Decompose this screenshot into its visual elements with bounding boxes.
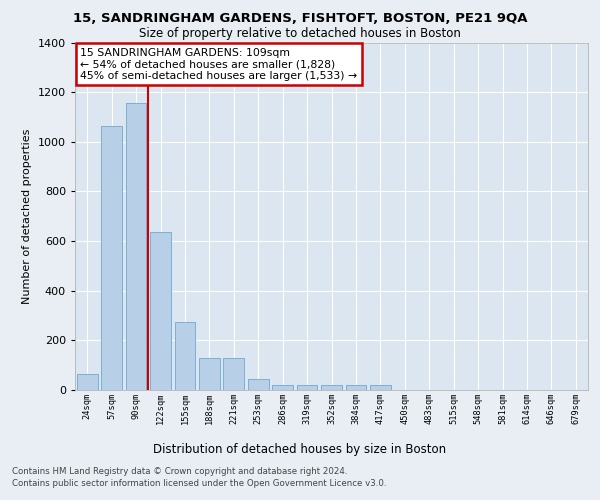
Bar: [223, 358, 244, 390]
Bar: [175, 322, 196, 390]
Bar: [370, 385, 391, 390]
Bar: [101, 126, 122, 390]
Y-axis label: Number of detached properties: Number of detached properties: [22, 128, 32, 304]
Text: Distribution of detached houses by size in Boston: Distribution of detached houses by size …: [154, 442, 446, 456]
Bar: [77, 374, 98, 390]
Bar: [296, 385, 317, 390]
Text: Contains public sector information licensed under the Open Government Licence v3: Contains public sector information licen…: [12, 479, 386, 488]
Text: Contains HM Land Registry data © Crown copyright and database right 2024.: Contains HM Land Registry data © Crown c…: [12, 468, 347, 476]
Bar: [199, 358, 220, 390]
Bar: [150, 232, 171, 390]
Text: 15 SANDRINGHAM GARDENS: 109sqm
← 54% of detached houses are smaller (1,828)
45% : 15 SANDRINGHAM GARDENS: 109sqm ← 54% of …: [80, 48, 357, 81]
Text: Size of property relative to detached houses in Boston: Size of property relative to detached ho…: [139, 28, 461, 40]
Bar: [346, 385, 367, 390]
Text: 15, SANDRINGHAM GARDENS, FISHTOFT, BOSTON, PE21 9QA: 15, SANDRINGHAM GARDENS, FISHTOFT, BOSTO…: [73, 12, 527, 26]
Bar: [125, 104, 146, 390]
Bar: [321, 385, 342, 390]
Bar: [272, 385, 293, 390]
Bar: [248, 379, 269, 390]
